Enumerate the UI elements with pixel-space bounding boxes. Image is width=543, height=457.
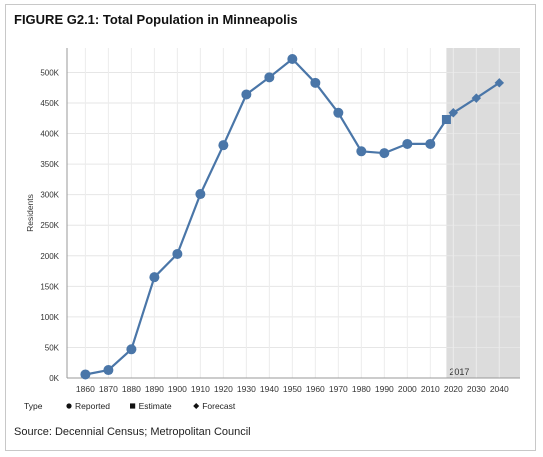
y-tick-label: 250K xyxy=(40,221,59,230)
y-tick-label: 400K xyxy=(40,130,59,139)
forecast-region xyxy=(446,48,520,378)
data-point-reported xyxy=(218,140,229,151)
x-tick-label: 1860 xyxy=(76,384,95,394)
data-point-reported xyxy=(103,365,114,376)
data-point-reported xyxy=(195,189,206,200)
x-tick-label: 1990 xyxy=(375,384,394,394)
x-tick-label: 2000 xyxy=(398,384,417,394)
data-point-reported xyxy=(425,138,436,149)
data-point-reported xyxy=(264,72,275,83)
y-axis-label: Residents xyxy=(25,194,35,232)
data-point-reported xyxy=(379,148,390,159)
data-point-reported xyxy=(241,89,252,100)
x-tick-label: 1900 xyxy=(168,384,187,394)
x-tick-label: 1920 xyxy=(214,384,233,394)
data-point-reported xyxy=(172,248,183,259)
data-point-reported xyxy=(149,272,160,283)
y-tick-label: 150K xyxy=(40,282,59,291)
x-tick-label: 1910 xyxy=(191,384,210,394)
legend-item-label: Estimate xyxy=(139,401,172,411)
data-point-reported xyxy=(402,138,413,149)
data-point-reported xyxy=(333,107,344,118)
data-point-reported xyxy=(356,146,367,157)
x-tick-label: 1970 xyxy=(329,384,348,394)
source-note: Source: Decennial Census; Metropolitan C… xyxy=(14,426,251,438)
legend-title: Type xyxy=(24,401,43,411)
x-tick-label: 1870 xyxy=(99,384,118,394)
x-tick-label: 2040 xyxy=(490,384,509,394)
data-point-reported xyxy=(287,54,298,64)
x-tick-label: 1950 xyxy=(283,384,302,394)
forecast-start-label: 2017 xyxy=(449,367,469,377)
y-tick-label: 450K xyxy=(40,99,59,108)
y-tick-label: 200K xyxy=(40,252,59,261)
x-tick-label: 2030 xyxy=(467,384,486,394)
data-point-reported xyxy=(310,77,321,88)
x-tick-label: 2020 xyxy=(444,384,463,394)
legend-item-label: Reported xyxy=(75,401,110,411)
y-tick-label: 0K xyxy=(49,374,59,383)
x-tick-label: 1890 xyxy=(145,384,164,394)
x-tick-label: 1930 xyxy=(237,384,256,394)
data-point-estimate xyxy=(441,115,451,124)
y-tick-label: 100K xyxy=(40,313,59,322)
y-tick-label: 350K xyxy=(40,160,59,169)
y-tick-label: 500K xyxy=(40,68,59,77)
legend-marker-square xyxy=(130,403,136,409)
x-tick-label: 2010 xyxy=(421,384,440,394)
legend-marker-circle xyxy=(66,403,72,409)
legend-item-label: Forecast xyxy=(202,401,236,411)
data-point-reported xyxy=(126,344,137,355)
y-tick-label: 300K xyxy=(40,191,59,200)
x-tick-label: 1960 xyxy=(306,384,325,394)
data-point-reported xyxy=(80,369,91,380)
x-tick-label: 1940 xyxy=(260,384,279,394)
figure-title: FIGURE G2.1: Total Population in Minneap… xyxy=(14,12,298,27)
data-point-forecast xyxy=(494,78,505,88)
data-point-forecast xyxy=(448,108,459,118)
legend-marker-diamond xyxy=(193,403,200,409)
y-tick-label: 50K xyxy=(45,343,60,352)
x-tick-label: 1880 xyxy=(122,384,141,394)
data-point-forecast xyxy=(471,93,482,103)
x-tick-label: 1980 xyxy=(352,384,371,394)
